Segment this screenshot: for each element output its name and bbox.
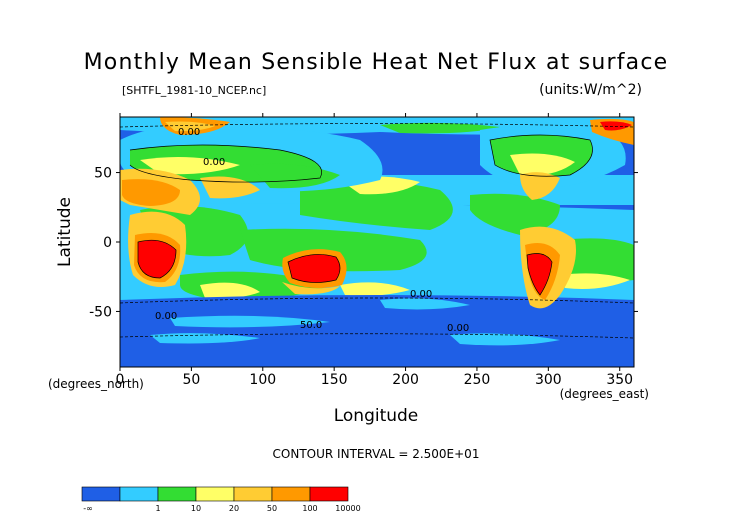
- north-america-land: [480, 118, 634, 200]
- colorbar-tick-label: 100: [302, 504, 317, 513]
- source-file-label: [SHTFL_1981-10_NCEP.nc]: [122, 84, 266, 97]
- colorbar: -∞ 1 10 20 50 100 10000: [81, 486, 361, 513]
- south-america-land: [520, 226, 576, 309]
- eurasia-africa-land: [120, 126, 383, 215]
- colorbar-swatch: [157, 486, 197, 502]
- colorbar-swatch: [233, 486, 273, 502]
- y-tick-label: 50: [94, 166, 112, 182]
- x-axis-ticks: 0 50 100 150 200 250 300 350: [116, 113, 633, 388]
- x-tick-label: 200: [392, 372, 419, 388]
- contour-label: 50.0: [300, 320, 322, 331]
- southern-africa-land: [128, 211, 187, 288]
- y-tick-label: -50: [89, 304, 112, 320]
- chart-title: Monthly Mean Sensible Heat Net Flux at s…: [84, 50, 669, 75]
- y-unit-note: (degrees_north): [48, 377, 144, 391]
- contour-label: 0.00: [178, 127, 200, 138]
- contour-labels: 0.00 0.00 50.0 0.00 0.00 0.00: [155, 127, 469, 334]
- colorbar-tick-label: -∞: [83, 504, 93, 513]
- x-tick-label: 100: [249, 372, 276, 388]
- colorbar-swatch: [195, 486, 235, 502]
- contour-label: 0.00: [447, 323, 469, 334]
- plot-area: 0.00 0.00 50.0 0.00 0.00 0.00: [120, 117, 634, 367]
- contour-interval-note: CONTOUR INTERVAL = 2.500E+01: [273, 447, 480, 461]
- y-axis-ticks: 50 0 -50: [89, 166, 638, 320]
- contour-label: 0.00: [203, 157, 225, 168]
- colorbar-swatch: [309, 486, 349, 502]
- x-unit-note: (degrees_east): [560, 387, 649, 401]
- colorbar-swatch: [119, 486, 159, 502]
- colorbar-tick-label: 50: [267, 504, 277, 513]
- units-label: (units:W/m^2): [539, 82, 642, 98]
- colorbar-swatch: [271, 486, 311, 502]
- colorbar-tick-label: 1: [155, 504, 160, 513]
- colorbar-tick-label: 10: [191, 504, 201, 513]
- australia-land: [282, 249, 347, 295]
- y-tick-label: 0: [103, 235, 112, 251]
- contour-label: 0.00: [155, 311, 177, 322]
- y-axis-title: Latitude: [55, 197, 75, 267]
- greenland-land: [160, 117, 230, 135]
- colorbar-tick-label: 20: [229, 504, 239, 513]
- contour-lines: [120, 123, 634, 339]
- x-tick-label: 350: [606, 372, 633, 388]
- x-axis-title: Longitude: [334, 406, 419, 426]
- x-tick-label: 300: [535, 372, 562, 388]
- colorbar-tick-label: 10000: [335, 504, 360, 513]
- x-tick-label: 0: [116, 372, 125, 388]
- contour-label: 0.00: [410, 289, 432, 300]
- x-tick-label: 150: [321, 372, 348, 388]
- colorbar-swatch: [81, 486, 121, 502]
- x-tick-label: 50: [182, 372, 200, 388]
- x-tick-label: 250: [464, 372, 491, 388]
